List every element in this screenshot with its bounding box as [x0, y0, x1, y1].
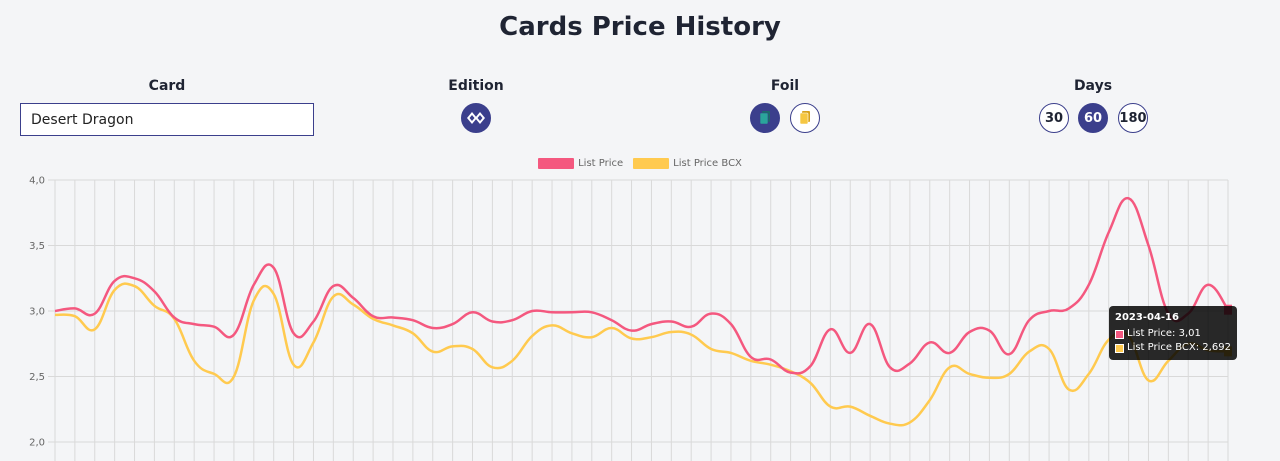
chart-tooltip: 2023-04-16 List Price: 3,01 List Price B… — [1109, 306, 1237, 360]
y-tick-label: 2,0 — [29, 438, 45, 449]
card-search-input[interactable] — [20, 103, 314, 136]
chart-grid — [48, 179, 1229, 461]
chart-series-lines — [54, 197, 1230, 427]
days-filter-label: Days — [1073, 78, 1113, 94]
legend-item-list-price[interactable]: List Price — [538, 158, 623, 169]
tooltip-date: 2023-04-16 — [1115, 312, 1179, 323]
tooltip-row-list-price-bcx: List Price BCX: 2,692 — [1115, 341, 1231, 355]
page-title: Cards Price History — [499, 12, 781, 42]
legend-item-list-price-bcx[interactable]: List Price BCX — [633, 158, 742, 169]
legend-swatch-list-price — [538, 158, 575, 169]
y-tick-label: 2,5 — [29, 372, 45, 383]
foil-filter-label: Foil — [770, 78, 800, 94]
y-tick-label: 4,0 — [29, 176, 45, 187]
tooltip-value-list-price-bcx: List Price BCX: 2,692 — [1127, 342, 1231, 353]
legend-label-list-price: List Price — [578, 158, 624, 169]
legend-swatch-list-price-bcx — [633, 158, 670, 169]
foil-gold-button[interactable] — [790, 103, 820, 133]
tooltip-value-list-price: List Price: 3,01 — [1127, 328, 1201, 339]
edition-filter-label: Edition — [448, 78, 504, 94]
series-line-list-price — [54, 197, 1230, 375]
gold-card-icon — [799, 111, 810, 125]
y-tick-label: 3,5 — [29, 241, 45, 252]
y-axis-labels: 4,0 3,5 3,0 2,5 2,0 — [29, 176, 45, 449]
regular-card-icon — [759, 111, 770, 125]
y-tick-label: 3,0 — [29, 307, 45, 318]
edition-button[interactable] — [461, 103, 491, 133]
card-filter-label: Card — [148, 78, 186, 94]
tooltip-row-list-price: List Price: 3,01 — [1115, 327, 1231, 341]
tooltip-swatch-list-price-bcx — [1115, 343, 1124, 353]
foil-regular-button[interactable] — [750, 103, 780, 133]
edition-diamond-icon — [467, 112, 485, 124]
days-60-button[interactable]: 60 — [1078, 103, 1108, 133]
series-line-list-price-bcx — [54, 282, 1229, 427]
days-30-button[interactable]: 30 — [1039, 103, 1069, 133]
chart-legend: List Price List Price BCX — [0, 158, 1280, 169]
days-180-button[interactable]: 180 — [1118, 103, 1148, 133]
tooltip-swatch-list-price — [1115, 329, 1124, 339]
legend-label-list-price-bcx: List Price BCX — [673, 158, 742, 169]
